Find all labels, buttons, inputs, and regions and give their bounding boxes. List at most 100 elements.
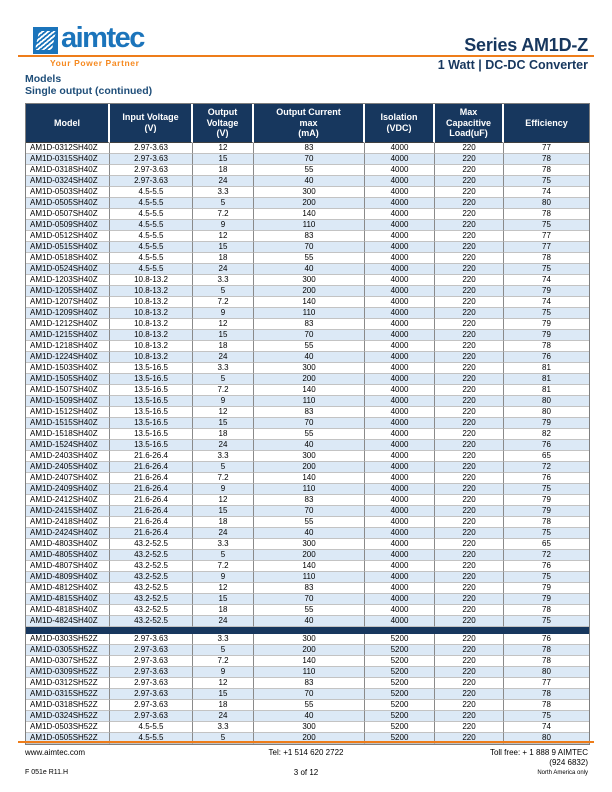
table-cell: 40 bbox=[254, 710, 365, 722]
table-cell: 4000 bbox=[365, 560, 435, 572]
table-cell: 4000 bbox=[365, 351, 435, 363]
table-cell: 65 bbox=[504, 538, 589, 550]
table-cell: 76 bbox=[504, 560, 589, 572]
model-cell: AM1D-0309SH52Z bbox=[26, 666, 110, 678]
footer-tollfree: Toll free: + 1 888 9 AIMTEC bbox=[489, 748, 588, 757]
table-row: AM1D-4818SH40Z 43.2-52.5 18 55 4000 220 78 bbox=[26, 604, 589, 616]
table-cell: 220 bbox=[435, 593, 504, 605]
table-cell: 220 bbox=[435, 472, 504, 484]
table-cell: 55 bbox=[254, 428, 365, 440]
model-cell: AM1D-4803SH40Z bbox=[26, 538, 110, 550]
model-cell: AM1D-2407SH40Z bbox=[26, 472, 110, 484]
table-row: AM1D-2405SH40Z 21.6-26.4 5 200 4000 220 72 bbox=[26, 461, 589, 473]
table-cell: 72 bbox=[504, 461, 589, 473]
model-cell: AM1D-2403SH40Z bbox=[26, 450, 110, 462]
table-row: AM1D-0315SH52Z 2.97-3.63 15 70 5200 220 78 bbox=[26, 688, 589, 700]
table-cell: 43.2-52.5 bbox=[110, 560, 193, 572]
table-cell: 43.2-52.5 bbox=[110, 582, 193, 594]
table-cell: 110 bbox=[254, 483, 365, 495]
table-cell: 220 bbox=[435, 373, 504, 385]
model-cell: AM1D-4824SH40Z bbox=[26, 615, 110, 627]
table-row: AM1D-0507SH40Z 4.5-5.5 7.2 140 4000 220 78 bbox=[26, 208, 589, 220]
table-cell: 18 bbox=[193, 340, 254, 352]
table-cell: 74 bbox=[504, 721, 589, 733]
table-cell: 2.97-3.63 bbox=[110, 164, 193, 176]
table-cell: 75 bbox=[504, 571, 589, 583]
model-cell: AM1D-0312SH52Z bbox=[26, 677, 110, 689]
table-cell: 76 bbox=[504, 472, 589, 484]
table-cell: 15 bbox=[193, 593, 254, 605]
table-cell: 4000 bbox=[365, 483, 435, 495]
table-row: AM1D-4824SH40Z 43.2-52.5 24 40 4000 220 75 bbox=[26, 615, 589, 627]
table-cell: 55 bbox=[254, 340, 365, 352]
table-cell: 220 bbox=[435, 417, 504, 429]
table-cell: 220 bbox=[435, 450, 504, 462]
table-cell: 2.97-3.63 bbox=[110, 677, 193, 689]
table-cell: 2.97-3.63 bbox=[110, 142, 193, 154]
model-cell: AM1D-2405SH40Z bbox=[26, 461, 110, 473]
table-cell: 13.5-16.5 bbox=[110, 362, 193, 374]
table-cell: 4000 bbox=[365, 461, 435, 473]
table-cell: 18 bbox=[193, 164, 254, 176]
table-cell: 4000 bbox=[365, 164, 435, 176]
model-cell: AM1D-1215SH40Z bbox=[26, 329, 110, 341]
table-cell: 83 bbox=[254, 230, 365, 242]
table-cell: 24 bbox=[193, 710, 254, 722]
table-cell: 220 bbox=[435, 710, 504, 722]
table-cell: 78 bbox=[504, 208, 589, 220]
table-cell: 21.6-26.4 bbox=[110, 505, 193, 517]
model-cell: AM1D-0315SH52Z bbox=[26, 688, 110, 700]
table-cell: 24 bbox=[193, 527, 254, 539]
table-cell: 220 bbox=[435, 516, 504, 528]
table-cell: 75 bbox=[504, 219, 589, 231]
table-cell: 3.3 bbox=[193, 633, 254, 645]
table-cell: 79 bbox=[504, 318, 589, 330]
table-cell: 4000 bbox=[365, 428, 435, 440]
model-cell: AM1D-1509SH40Z bbox=[26, 395, 110, 407]
table-row: AM1D-0315SH40Z 2.97-3.63 15 70 4000 220 78 bbox=[26, 153, 589, 165]
table-row: AM1D-0505SH40Z 4.5-5.5 5 200 4000 220 80 bbox=[26, 197, 589, 209]
column-header: Output Current max (mA) bbox=[254, 104, 365, 143]
table-cell: 75 bbox=[504, 710, 589, 722]
table-cell: 4000 bbox=[365, 604, 435, 616]
table-cell: 3.3 bbox=[193, 362, 254, 374]
table-cell: 76 bbox=[504, 439, 589, 451]
table-cell: 220 bbox=[435, 527, 504, 539]
footer-page-number: 3 of 12 bbox=[293, 768, 319, 777]
table-cell: 4.5-5.5 bbox=[110, 252, 193, 264]
series-title: Series AM1D-Z bbox=[464, 35, 588, 55]
table-cell: 200 bbox=[254, 644, 365, 656]
table-cell: 3.3 bbox=[193, 186, 254, 198]
table-cell: 7.2 bbox=[193, 208, 254, 220]
table-cell: 4.5-5.5 bbox=[110, 721, 193, 733]
table-cell: 4000 bbox=[365, 318, 435, 330]
table-row: AM1D-1203SH40Z 10.8-13.2 3.3 300 4000 220 74 bbox=[26, 274, 589, 286]
model-cell: AM1D-4818SH40Z bbox=[26, 604, 110, 616]
table-header-row: Model Input Voltage (V) Output Voltage (V) Out… bbox=[26, 104, 589, 143]
table-cell: 78 bbox=[504, 604, 589, 616]
table-cell: 4000 bbox=[365, 219, 435, 231]
table-cell: 55 bbox=[254, 252, 365, 264]
table-cell: 2.97-3.63 bbox=[110, 710, 193, 722]
model-cell: AM1D-2412SH40Z bbox=[26, 494, 110, 506]
table-cell: 7.2 bbox=[193, 296, 254, 308]
table-cell: 7.2 bbox=[193, 384, 254, 396]
table-cell: 43.2-52.5 bbox=[110, 549, 193, 561]
table-row: AM1D-1207SH40Z 10.8-13.2 7.2 140 4000 220 74 bbox=[26, 296, 589, 308]
section-separator bbox=[26, 626, 589, 634]
table-cell: 220 bbox=[435, 230, 504, 242]
table-cell: 4000 bbox=[365, 549, 435, 561]
table-row: AM1D-1512SH40Z 13.5-16.5 12 83 4000 220 80 bbox=[26, 406, 589, 418]
table-cell: 5 bbox=[193, 197, 254, 209]
table-cell: 4000 bbox=[365, 582, 435, 594]
column-header: Isolation (VDC) bbox=[365, 104, 435, 143]
table-cell: 70 bbox=[254, 241, 365, 253]
table-cell: 4000 bbox=[365, 373, 435, 385]
model-cell: AM1D-4809SH40Z bbox=[26, 571, 110, 583]
aimtec-logo-text: aimtec bbox=[61, 22, 145, 54]
model-cell: AM1D-1515SH40Z bbox=[26, 417, 110, 429]
table-cell: 4000 bbox=[365, 285, 435, 297]
header-divider bbox=[18, 55, 594, 57]
footer-tollfree-number: (924 6832) bbox=[549, 758, 588, 767]
column-header: Input Voltage (V) bbox=[110, 104, 193, 143]
